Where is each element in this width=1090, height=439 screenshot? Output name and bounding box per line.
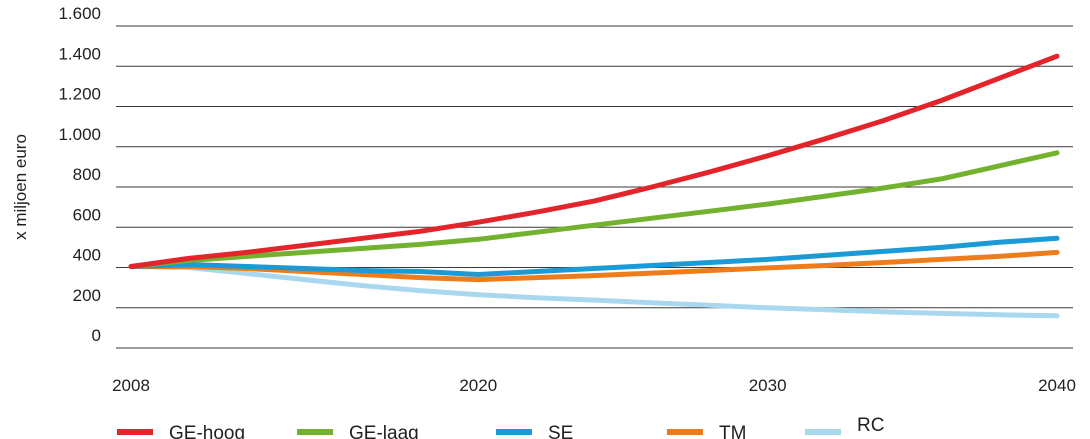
- legend-label: GE-hoog: [169, 423, 245, 439]
- y-tick-label: 600: [73, 205, 101, 224]
- x-axis-tick-labels: 2008 2020 2030 2040: [112, 376, 1076, 395]
- x-tick-label: 2040: [1038, 376, 1076, 395]
- legend-label: GE-laag: [349, 423, 419, 439]
- legend-label: SE: [548, 423, 573, 439]
- series-line-rc: [128, 264, 1060, 319]
- legend-label: TM: [719, 423, 746, 439]
- x-tick-label: 2020: [459, 376, 497, 395]
- series-lines: [128, 53, 1060, 319]
- y-tick-label: 800: [73, 165, 101, 184]
- y-axis-title: x miljoen euro: [11, 134, 30, 240]
- y-tick-label: 1.000: [58, 125, 101, 144]
- y-tick-label: 0: [92, 326, 101, 345]
- series-line-tm: [128, 249, 1060, 283]
- y-tick-label: 400: [73, 246, 101, 265]
- y-tick-label: 1.400: [58, 44, 101, 63]
- x-tick-label: 2030: [749, 376, 787, 395]
- legend-label: RC: [857, 415, 884, 436]
- legend: GE-hoog GE-laag SE TM RC: [117, 415, 884, 439]
- y-tick-label: 1.600: [58, 4, 101, 23]
- x-tick-label: 2008: [112, 376, 150, 395]
- series-line-ge-laag: [128, 150, 1060, 269]
- series-line-ge-hoog: [128, 53, 1060, 269]
- series-line-se: [128, 235, 1060, 277]
- y-tick-label: 200: [73, 286, 101, 305]
- y-tick-label: 1.200: [58, 85, 101, 104]
- y-axis-tick-labels: 0 200 400 600 800 1.000 1.200 1.400 1.600: [58, 4, 101, 345]
